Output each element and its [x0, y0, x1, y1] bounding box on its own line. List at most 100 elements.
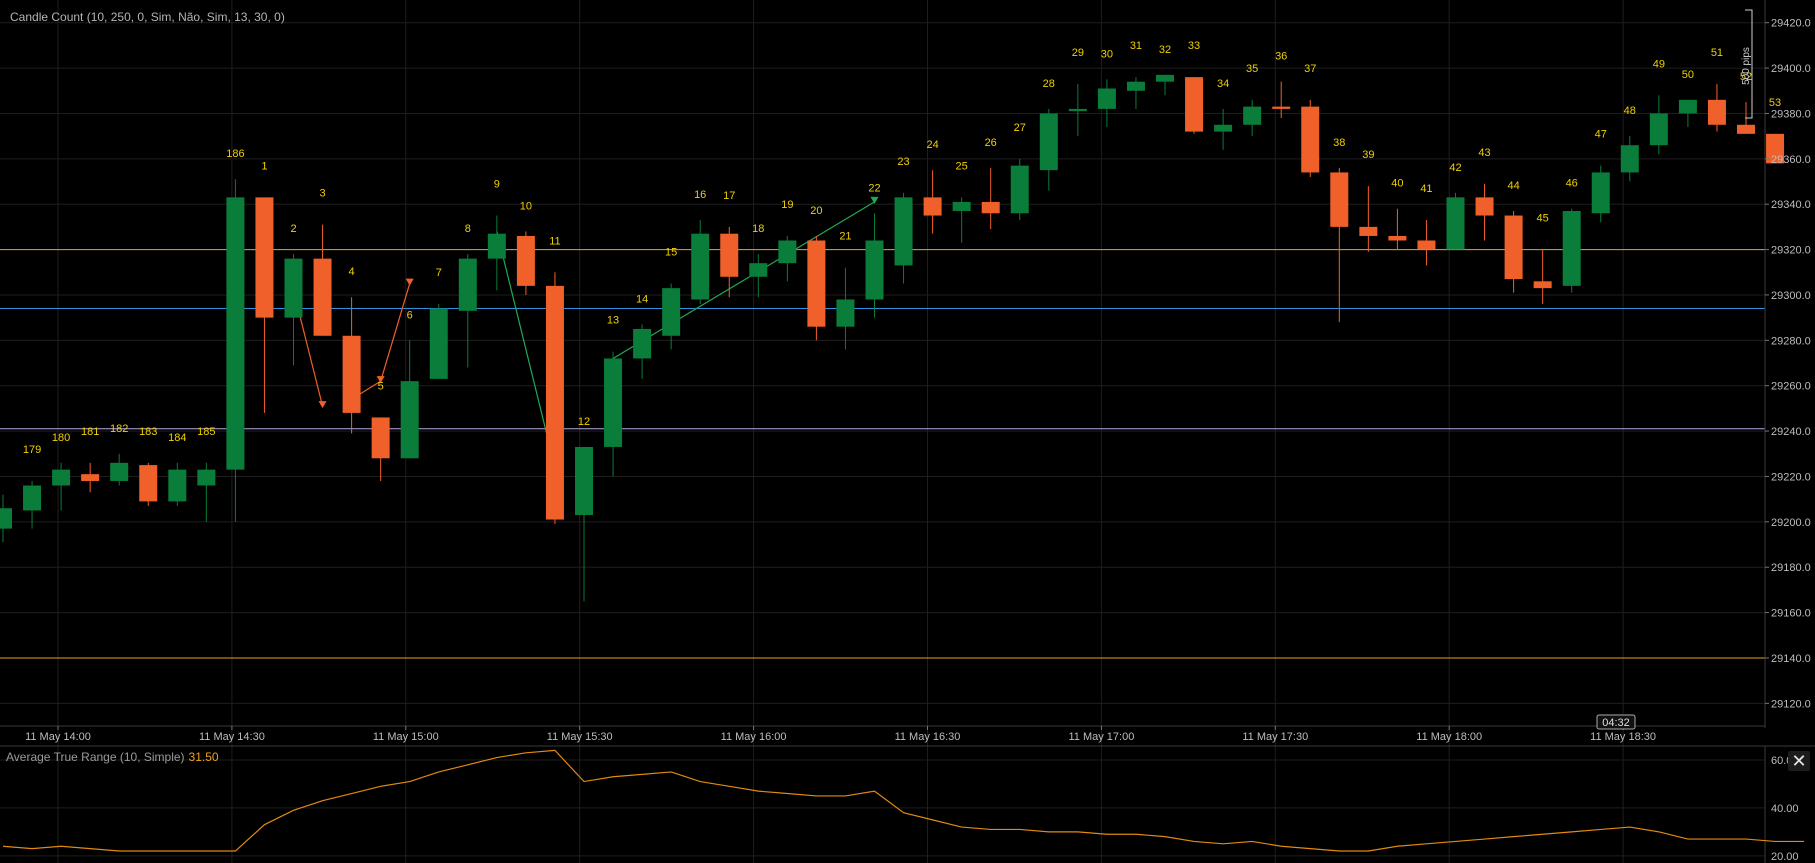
candle-count-label: 31	[1130, 40, 1142, 52]
time-tick-label: 11 May 14:30	[199, 731, 265, 743]
candle-body	[633, 328, 652, 359]
candle-count-label: 11	[549, 235, 560, 247]
candle-body	[1126, 81, 1145, 91]
candle-body	[0, 508, 12, 529]
candle-count-label: 186	[226, 148, 244, 160]
candle-count-label: 14	[636, 293, 648, 305]
candle-count-label: 6	[407, 309, 413, 321]
price-tick-label: 29380.0	[1771, 108, 1811, 120]
candle-body	[952, 201, 971, 211]
candle-body	[1156, 74, 1174, 82]
candle-body	[371, 417, 390, 459]
time-tick-label: 11 May 17:00	[1068, 731, 1134, 743]
candle-body	[1039, 113, 1058, 171]
candle-body	[1620, 145, 1639, 173]
candle-body	[1562, 210, 1581, 286]
candle-body	[1010, 165, 1029, 214]
candle-body	[1533, 281, 1552, 289]
candle-count-label: 185	[197, 426, 215, 438]
candle-body	[110, 462, 129, 481]
candle-body	[545, 285, 564, 520]
candle-count-label: 183	[139, 426, 157, 438]
candle-body	[1766, 133, 1785, 164]
candle-count-label: 46	[1566, 178, 1578, 190]
candle-count-label: 16	[694, 189, 706, 201]
countdown-box	[1596, 714, 1636, 730]
candle-body	[1737, 124, 1755, 134]
candle-body	[923, 197, 942, 216]
candle-body	[1649, 113, 1668, 146]
candle-count-label: 13	[607, 315, 619, 327]
candle-count-label: 40	[1391, 178, 1403, 190]
price-tick-label: 29360.0	[1771, 154, 1811, 166]
time-tick-label: 11 May 16:30	[895, 731, 961, 743]
pips-label: 500 pips	[1741, 47, 1752, 85]
price-tick-label: 29140.0	[1771, 653, 1811, 665]
candle-count-label: 10	[520, 200, 532, 212]
candle-count-label: 34	[1217, 78, 1229, 90]
candle-count-label: 4	[349, 266, 355, 278]
atr-label: Average True Range (10, Simple) 31.50	[6, 750, 219, 764]
candle-count-label: 38	[1333, 137, 1345, 149]
swing-line	[496, 231, 556, 468]
candle-count-label: 32	[1159, 44, 1171, 56]
swing-line	[380, 283, 411, 382]
price-tick-label: 29260.0	[1771, 381, 1811, 393]
candle-count-label: 17	[723, 190, 735, 202]
swing-arrow-icon	[405, 278, 414, 286]
atr-series-line	[2, 749, 1805, 852]
candle-body	[720, 233, 739, 277]
candle-body	[197, 469, 216, 486]
candle-body	[1475, 197, 1494, 216]
candle-count-label: 29	[1072, 47, 1084, 59]
candle-body	[1272, 106, 1291, 109]
candle-count-label: 30	[1101, 48, 1113, 60]
candle-count-label: 20	[810, 205, 822, 217]
candle-count-label: 15	[665, 247, 677, 259]
candle-count-label: 22	[868, 182, 880, 194]
candle-count-label: 3	[319, 188, 325, 200]
pips-range-bracket	[1745, 9, 1753, 119]
candle-body	[691, 233, 710, 300]
candle-body	[865, 240, 884, 300]
candle-body	[429, 308, 448, 379]
price-tick-label: 29220.0	[1771, 471, 1811, 483]
atr-title: Average True Range (10, Simple)	[6, 750, 185, 764]
candle-body	[1359, 226, 1378, 236]
candle-body	[516, 235, 535, 286]
atr-tick-label: 40.00	[1771, 803, 1799, 815]
candle-count-label: 44	[1507, 180, 1519, 192]
candle-count-label: 50	[1682, 69, 1694, 81]
candle-count-label: 25	[956, 160, 968, 172]
candle-body	[313, 258, 332, 336]
atr-current-value: 31.50	[188, 750, 219, 764]
close-atr-panel-button[interactable]: ✕	[1788, 751, 1810, 771]
candle-body	[1446, 197, 1465, 250]
candle-body	[226, 197, 245, 470]
price-tick-label: 29420.0	[1771, 18, 1811, 30]
candle-count-label: 52	[1740, 71, 1752, 83]
time-tick-label: 11 May 18:30	[1590, 731, 1656, 743]
candle-body	[139, 465, 158, 502]
candle-body	[1097, 88, 1116, 109]
price-tick-label: 29200.0	[1771, 517, 1811, 529]
candle-count-label: 48	[1624, 105, 1636, 117]
atr-tick-label: 20.00	[1771, 851, 1799, 863]
candle-body	[458, 258, 477, 311]
candle-count-label: 7	[436, 267, 442, 279]
candle-body	[1330, 172, 1349, 227]
candle-count-label: 36	[1275, 51, 1287, 63]
candle-count-label: 26	[985, 137, 997, 149]
candle-body	[1301, 106, 1320, 173]
candle-body	[1504, 215, 1523, 280]
indicator-label: Candle Count (10, 250, 0, Sim, Não, Sim,…	[10, 10, 285, 24]
candle-count-label: 1	[261, 160, 267, 172]
candle-body	[1417, 240, 1436, 250]
price-tick-label: 29340.0	[1771, 199, 1811, 211]
candle-body	[1388, 235, 1407, 241]
candle-count-label: 47	[1595, 129, 1607, 141]
candle-body	[1068, 108, 1087, 112]
candle-count-label: 184	[168, 432, 186, 444]
price-tick-label: 29180.0	[1771, 562, 1811, 574]
